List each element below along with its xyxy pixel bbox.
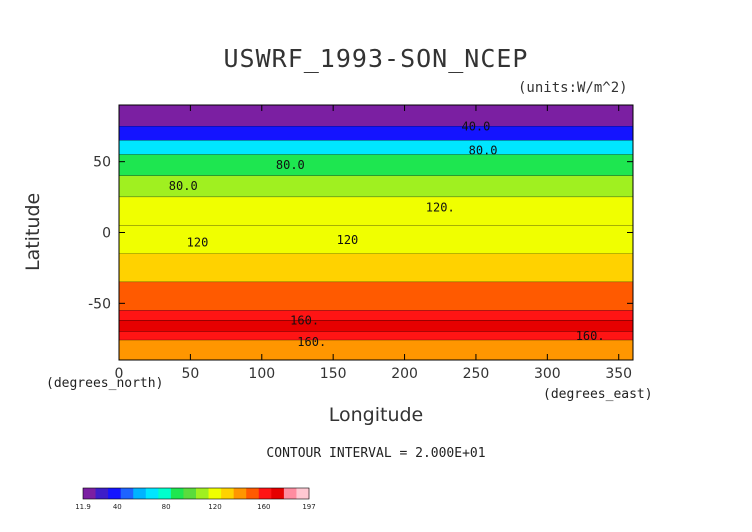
colorbar-tick-label: 197 xyxy=(302,503,315,511)
colorbar-swatch xyxy=(133,488,147,499)
chart-title: USWRF_1993-SON_NCEP xyxy=(223,44,529,73)
lat-band xyxy=(119,331,633,341)
x-tick-label: 200 xyxy=(391,366,418,382)
contour-label: 80.0 xyxy=(169,179,198,193)
y-tick-label: -50 xyxy=(88,296,111,312)
x-axis-unit-label: (degrees_east) xyxy=(543,387,653,402)
contour-interval-text: CONTOUR INTERVAL = 2.000E+01 xyxy=(266,446,486,461)
lat-band xyxy=(119,310,633,321)
colorbar-swatch xyxy=(145,488,159,499)
x-tick-label: 50 xyxy=(181,366,199,382)
lat-band xyxy=(119,197,633,226)
colorbar-frame xyxy=(82,487,310,500)
colorbar-tick-label: 11.9 xyxy=(75,503,91,511)
colorbar-swatch xyxy=(158,488,172,499)
contour-label: 40.0 xyxy=(461,120,490,134)
lat-band xyxy=(119,175,633,198)
colorbar-swatch xyxy=(196,488,210,499)
axes: 0 50 100 150 200 250 300 350 50 0 -50 xyxy=(88,105,633,382)
colorbar-swatch xyxy=(170,488,184,499)
colorbar-swatch xyxy=(83,488,97,499)
lat-band xyxy=(119,154,633,176)
colorbar-swatch xyxy=(271,488,285,499)
x-tick-label: 0 xyxy=(115,366,124,382)
lat-band xyxy=(119,105,633,127)
contour-label: 80.0 xyxy=(276,158,305,172)
lat-band xyxy=(119,340,633,360)
colorbar-swatch xyxy=(95,488,109,499)
contour-label: 120. xyxy=(426,200,455,214)
colorbar-swatch xyxy=(258,488,272,499)
colorbar: 11.9 40 80 120 160 197 xyxy=(75,487,316,511)
lat-band xyxy=(119,140,633,155)
colorbar-swatch xyxy=(296,488,310,499)
colorbar-swatch xyxy=(283,488,297,499)
y-tick-label: 0 xyxy=(102,226,111,242)
contour-labels: 40.0 80.0 80.0 80.0 120. 120 120 160. 160. 160. xyxy=(169,120,605,349)
map-field xyxy=(119,105,633,360)
colorbar-tick-label: 120 xyxy=(208,503,221,511)
colorbar-swatch xyxy=(183,488,197,499)
colorbar-swatch xyxy=(221,488,235,499)
lat-band xyxy=(119,253,633,283)
colorbar-tick-label: 40 xyxy=(113,503,122,511)
contour-label: 160. xyxy=(297,335,326,349)
lat-band xyxy=(119,225,633,254)
colorbar-swatch xyxy=(246,488,260,499)
y-axis-unit-label: (degrees_north) xyxy=(46,376,164,391)
colorbar-tick-label: 80 xyxy=(162,503,171,511)
x-tick-label: 250 xyxy=(463,366,490,382)
contour-label: 160. xyxy=(576,329,605,343)
lat-band xyxy=(119,320,633,332)
contour-label: 160. xyxy=(290,314,319,328)
x-tick-label: 150 xyxy=(320,366,347,382)
contour-label: 80.0 xyxy=(469,144,498,158)
colorbar-swatch xyxy=(108,488,122,499)
colorbar-swatch xyxy=(120,488,134,499)
contour-label: 120 xyxy=(187,236,209,250)
x-tick-label: 350 xyxy=(605,366,632,382)
colorbar-tick-label: 160 xyxy=(257,503,270,511)
colorbar-swatch xyxy=(208,488,222,499)
contour-label: 120 xyxy=(337,233,359,247)
lat-band xyxy=(119,282,633,311)
x-tick-label: 100 xyxy=(248,366,275,382)
x-axis-label: Longitude xyxy=(328,404,424,426)
lat-band xyxy=(119,126,633,141)
colorbar-swatch xyxy=(233,488,247,499)
units-label: (units:W/m^2) xyxy=(518,80,628,96)
y-tick-label: 50 xyxy=(93,155,111,171)
x-tick-label: 300 xyxy=(534,366,561,382)
